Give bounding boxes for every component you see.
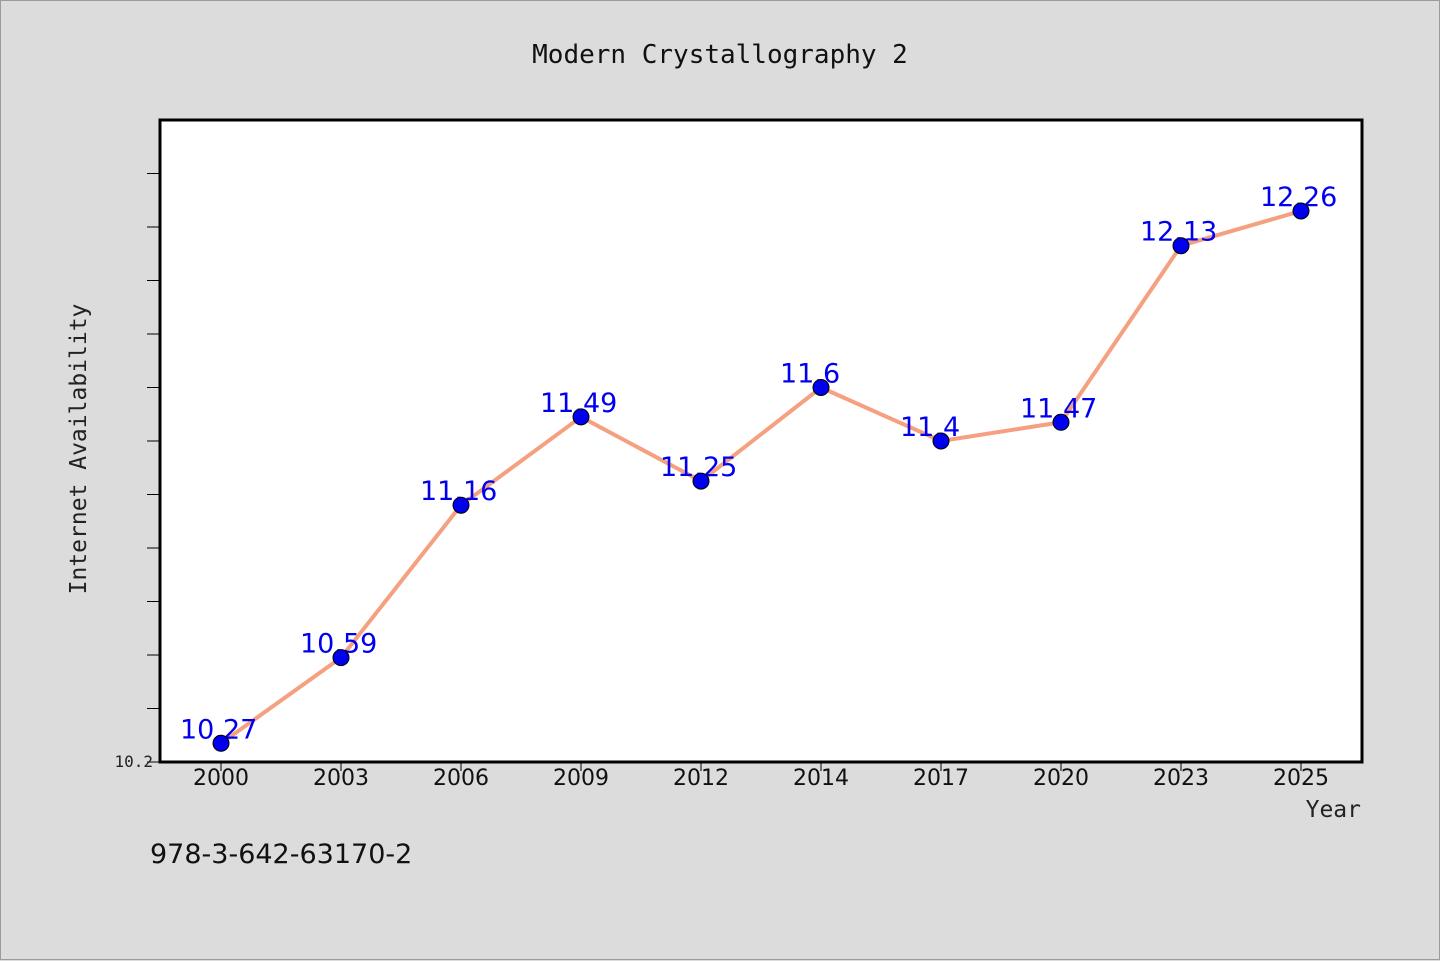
plot-area bbox=[158, 118, 1364, 764]
data-point-2025 bbox=[1292, 202, 1310, 220]
x-tick-label-2020: 2020 bbox=[1033, 766, 1089, 791]
data-label-2014: 11.6 bbox=[780, 359, 840, 390]
data-point-2003 bbox=[332, 649, 350, 667]
data-point-2023 bbox=[1172, 237, 1190, 255]
data-point-2014 bbox=[812, 379, 830, 396]
chart-title: Modern Crystallography 2 bbox=[532, 40, 908, 70]
series-line bbox=[219, 208, 1303, 746]
y-tick-label-10-2: 10.2 bbox=[114, 752, 153, 771]
x-tick-label-2017: 2017 bbox=[913, 766, 969, 791]
y-axis-ticks bbox=[147, 173, 160, 763]
x-tick-label-2009: 2009 bbox=[553, 766, 609, 791]
series-layer: 10.2710.5911.1611.4911.2511.611.411.4712… bbox=[180, 182, 1337, 752]
data-label-2017: 11.4 bbox=[900, 412, 960, 443]
data-point-2000 bbox=[212, 734, 230, 752]
data-point-2020 bbox=[1052, 413, 1070, 431]
x-tick-label-2023: 2023 bbox=[1153, 766, 1209, 791]
x-axis-ticks: 2000 2003 2006 2009 2012 2014 2017 2020 2023 2025 bbox=[193, 762, 1329, 791]
data-point-2006 bbox=[452, 496, 470, 514]
x-tick-label-2025: 2025 bbox=[1273, 766, 1329, 791]
data-point-2009 bbox=[572, 408, 590, 426]
x-tick-label-2014: 2014 bbox=[793, 766, 849, 791]
x-axis-title: Year bbox=[1306, 797, 1361, 823]
x-tick-label-2006: 2006 bbox=[433, 766, 489, 791]
x-tick-label-2012: 2012 bbox=[673, 766, 729, 791]
data-point-2017 bbox=[932, 432, 950, 450]
y-axis-title: Internet Availability bbox=[66, 304, 92, 595]
x-tick-label-2003: 2003 bbox=[313, 766, 369, 791]
data-point-2012 bbox=[692, 472, 710, 490]
isbn-footer: 978-3-642-63170-2 bbox=[150, 839, 412, 870]
x-tick-label-2000: 2000 bbox=[193, 766, 249, 791]
